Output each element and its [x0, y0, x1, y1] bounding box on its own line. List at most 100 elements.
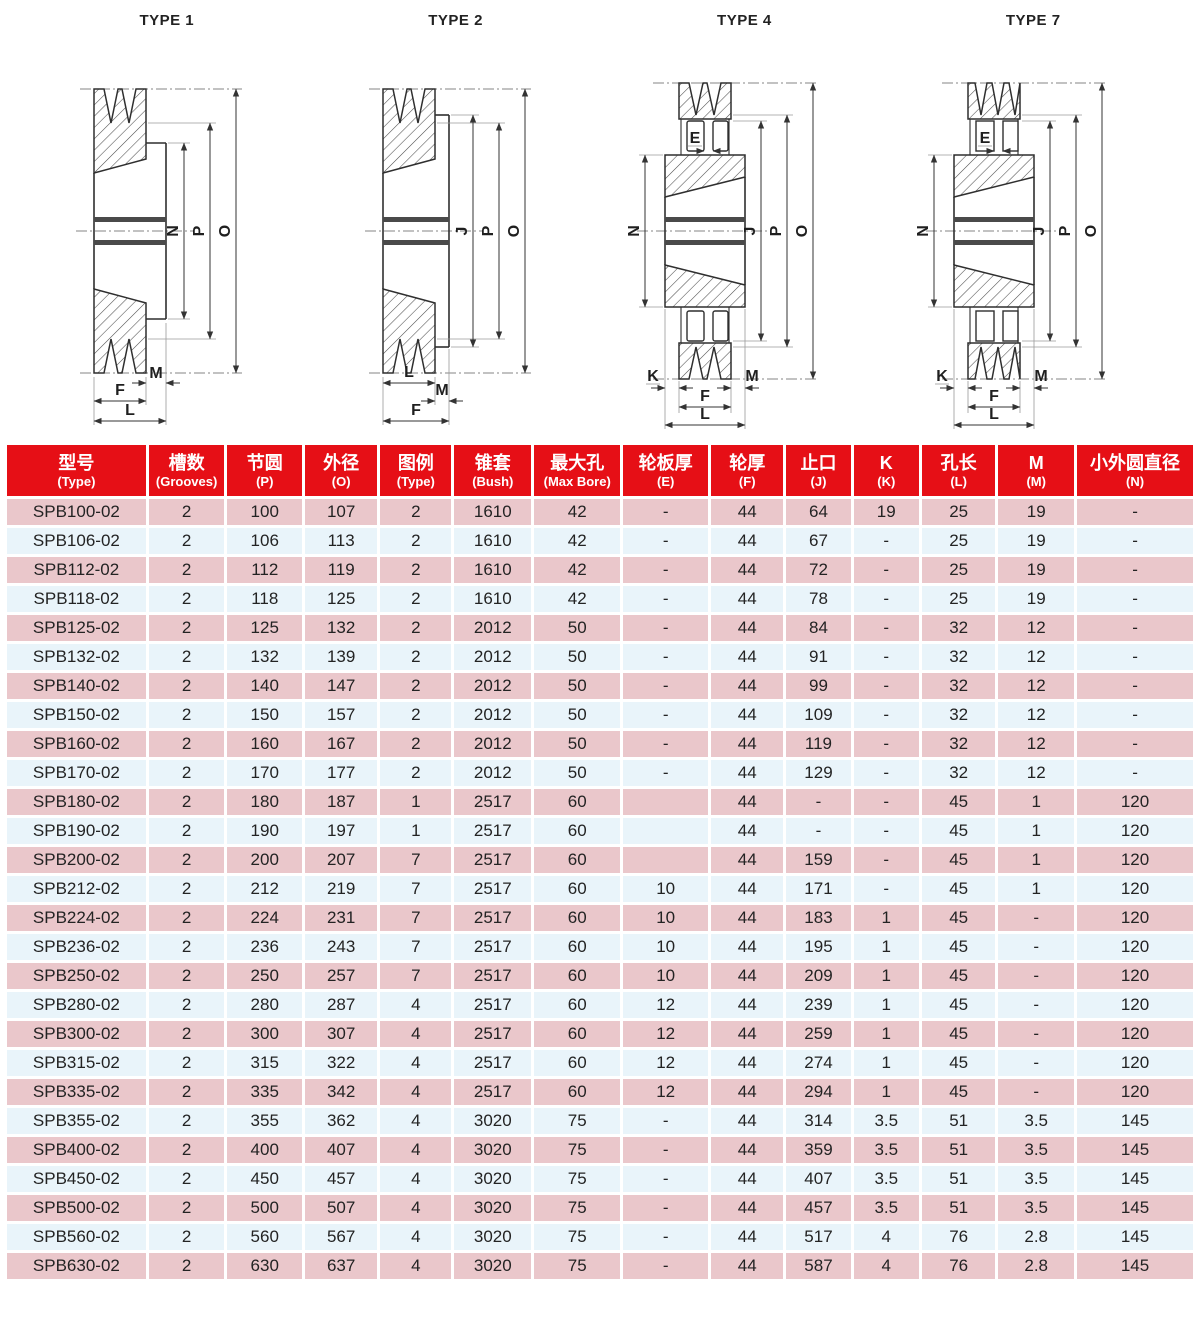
value-cell: 44 — [711, 586, 784, 612]
model-cell: SPB125-02 — [7, 615, 146, 641]
value-cell: 75 — [534, 1108, 621, 1134]
value-cell: 3020 — [454, 1253, 532, 1279]
table-row: SPB100-02 2 100 107 2 1610 42-44 64 19 25 19- — [7, 499, 1193, 525]
value-cell: 2 — [380, 586, 452, 612]
value-cell: 2 — [380, 673, 452, 699]
value-cell: 45 — [921, 992, 996, 1018]
value-cell: - — [853, 789, 919, 815]
value-cell: 45 — [921, 789, 996, 815]
dim-label-o: O — [217, 225, 234, 237]
value-cell: 12 — [623, 1079, 709, 1105]
value-cell: 51 — [921, 1108, 996, 1134]
dim-label-k: K — [936, 368, 948, 385]
value-cell: 4 — [380, 1166, 452, 1192]
value-cell: 44 — [711, 789, 784, 815]
diagram-title: TYPE 7 — [1005, 12, 1061, 29]
model-cell: SPB112-02 — [7, 557, 146, 583]
value-cell: 120 — [1077, 789, 1193, 815]
value-cell: - — [623, 644, 709, 670]
dim-label-m: M — [435, 382, 448, 399]
value-cell: 2517 — [454, 963, 532, 989]
value-cell: 145 — [1077, 1137, 1193, 1163]
pulley-type-diagrams: TYPE 1 — [0, 0, 1200, 438]
value-cell: 2 — [380, 528, 452, 554]
value-cell: 2 — [148, 760, 225, 786]
dim-label-f: F — [115, 382, 125, 399]
model-cell: SPB560-02 — [7, 1224, 146, 1250]
model-cell: SPB280-02 — [7, 992, 146, 1018]
dim-label-j: J — [742, 227, 759, 236]
value-cell: 236 — [227, 934, 303, 960]
value-cell: 1 — [998, 789, 1075, 815]
value-cell: 140 — [227, 673, 303, 699]
value-cell: 119 — [786, 731, 851, 757]
value-cell: 243 — [305, 934, 378, 960]
value-cell: 300 — [227, 1021, 303, 1047]
value-cell: 60 — [534, 876, 621, 902]
value-cell: 400 — [227, 1137, 303, 1163]
value-cell: 274 — [786, 1050, 851, 1076]
value-cell: 407 — [305, 1137, 378, 1163]
table-row: SPB125-02 2 125 132 2 2012 50-44 84-32 12- — [7, 615, 1193, 641]
table-row: SPB630-02 2 630 637 4 3020 75-44 587 4 76 2.8 145 — [7, 1253, 1193, 1279]
value-cell: 2012 — [454, 731, 532, 757]
value-cell: 1 — [998, 847, 1075, 873]
column-header-10: K (K) — [853, 445, 919, 496]
dim-label-k: K — [648, 368, 660, 385]
dim-label-l: L — [701, 406, 711, 423]
table-row: SPB355-02 2 355 362 4 3020 75-44 314 3.5 51 3.5 145 — [7, 1108, 1193, 1134]
value-cell: 4 — [380, 1137, 452, 1163]
pulley-drawing-type-7: E N — [915, 82, 1109, 429]
column-header-7: 轮板厚 (E) — [623, 445, 709, 496]
value-cell: 4 — [853, 1224, 919, 1250]
value-cell: 50 — [534, 644, 621, 670]
value-cell: 1 — [380, 789, 452, 815]
value-cell: 25 — [921, 528, 996, 554]
value-cell: 112 — [227, 557, 303, 583]
value-cell: 2012 — [454, 702, 532, 728]
value-cell: 2 — [148, 876, 225, 902]
table-row: SPB200-02 2 200 207 7 2517 60 44 159-45 1 120 — [7, 847, 1193, 873]
value-cell: 75 — [534, 1253, 621, 1279]
value-cell: 118 — [227, 586, 303, 612]
value-cell: 12 — [998, 760, 1075, 786]
diagram-type-1: TYPE 1 — [31, 8, 303, 431]
value-cell: 3020 — [454, 1224, 532, 1250]
value-cell: 7 — [380, 847, 452, 873]
dim-label-j: J — [454, 227, 471, 236]
value-cell: 2 — [148, 1224, 225, 1250]
value-cell: 60 — [534, 789, 621, 815]
column-header-9: 止口 (J) — [786, 445, 851, 496]
value-cell: 307 — [305, 1021, 378, 1047]
value-cell: 4 — [380, 992, 452, 1018]
value-cell: 167 — [305, 731, 378, 757]
value-cell: 132 — [305, 615, 378, 641]
table-row: SPB224-02 2 224 231 7 2517 60 10 44 183 1 45-120 — [7, 905, 1193, 931]
dim-label-p: P — [768, 225, 785, 236]
value-cell: 2 — [380, 644, 452, 670]
value-cell: 4 — [380, 1195, 452, 1221]
value-cell: 2 — [148, 1079, 225, 1105]
table-row: SPB500-02 2 500 507 4 3020 75-44 457 3.5 51 3.5 145 — [7, 1195, 1193, 1221]
value-cell: 99 — [786, 673, 851, 699]
table-row: SPB150-02 2 150 157 2 2012 50-44 109-32 12- — [7, 702, 1193, 728]
value-cell: 45 — [921, 818, 996, 844]
value-cell: 355 — [227, 1108, 303, 1134]
dim-label-f: F — [411, 402, 421, 419]
value-cell: - — [623, 557, 709, 583]
value-cell: 50 — [534, 615, 621, 641]
value-cell: 2517 — [454, 905, 532, 931]
dim-label-f: F — [701, 388, 711, 405]
diagram-type-2: TYPE 2 — [320, 8, 592, 431]
value-cell: 44 — [711, 963, 784, 989]
table-row: SPB280-02 2 280 287 4 2517 60 12 44 239 1 45-120 — [7, 992, 1193, 1018]
value-cell — [623, 789, 709, 815]
value-cell: 44 — [711, 1166, 784, 1192]
model-cell: SPB315-02 — [7, 1050, 146, 1076]
value-cell: 219 — [305, 876, 378, 902]
value-cell: 44 — [711, 615, 784, 641]
column-header-11: 孔长 (L) — [921, 445, 996, 496]
value-cell: - — [853, 557, 919, 583]
value-cell: 120 — [1077, 934, 1193, 960]
